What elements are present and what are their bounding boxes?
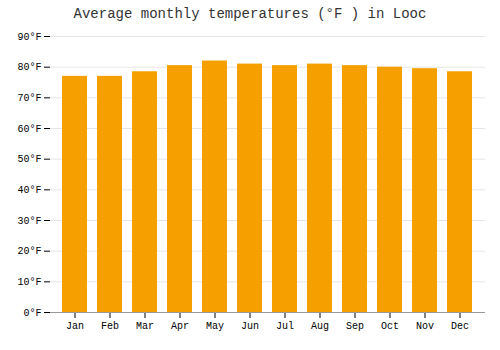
- svg-text:Mar: Mar: [136, 321, 154, 332]
- svg-text:10°F: 10°F: [17, 277, 41, 288]
- svg-text:Apr: Apr: [171, 321, 189, 332]
- svg-text:Jul: Jul: [276, 321, 294, 332]
- svg-text:0°F: 0°F: [23, 308, 41, 319]
- svg-text:Jan: Jan: [66, 321, 84, 332]
- svg-text:Sep: Sep: [346, 321, 364, 332]
- svg-text:Nov: Nov: [416, 321, 434, 332]
- svg-text:May: May: [206, 321, 224, 332]
- svg-text:30°F: 30°F: [17, 216, 41, 227]
- html-text:Average monthly temperatures (: Average monthly temperatures (°F ) in Lo…: [73, 6, 427, 22]
- svg-text:90°F: 90°F: [17, 32, 41, 43]
- svg-text:70°F: 70°F: [17, 93, 41, 104]
- svg-text:40°F: 40°F: [17, 185, 41, 196]
- svg-text:Aug: Aug: [311, 321, 329, 332]
- svg-text:20°F: 20°F: [17, 246, 41, 257]
- svg-text:Oct: Oct: [381, 321, 399, 332]
- svg-text:50°F: 50°F: [17, 154, 41, 165]
- svg-text:Jun: Jun: [241, 321, 259, 332]
- svg-text:Feb: Feb: [101, 321, 119, 332]
- svg-text:60°F: 60°F: [17, 124, 41, 135]
- svg-text:80°F: 80°F: [17, 62, 41, 73]
- svg-text:Dec: Dec: [451, 321, 469, 332]
